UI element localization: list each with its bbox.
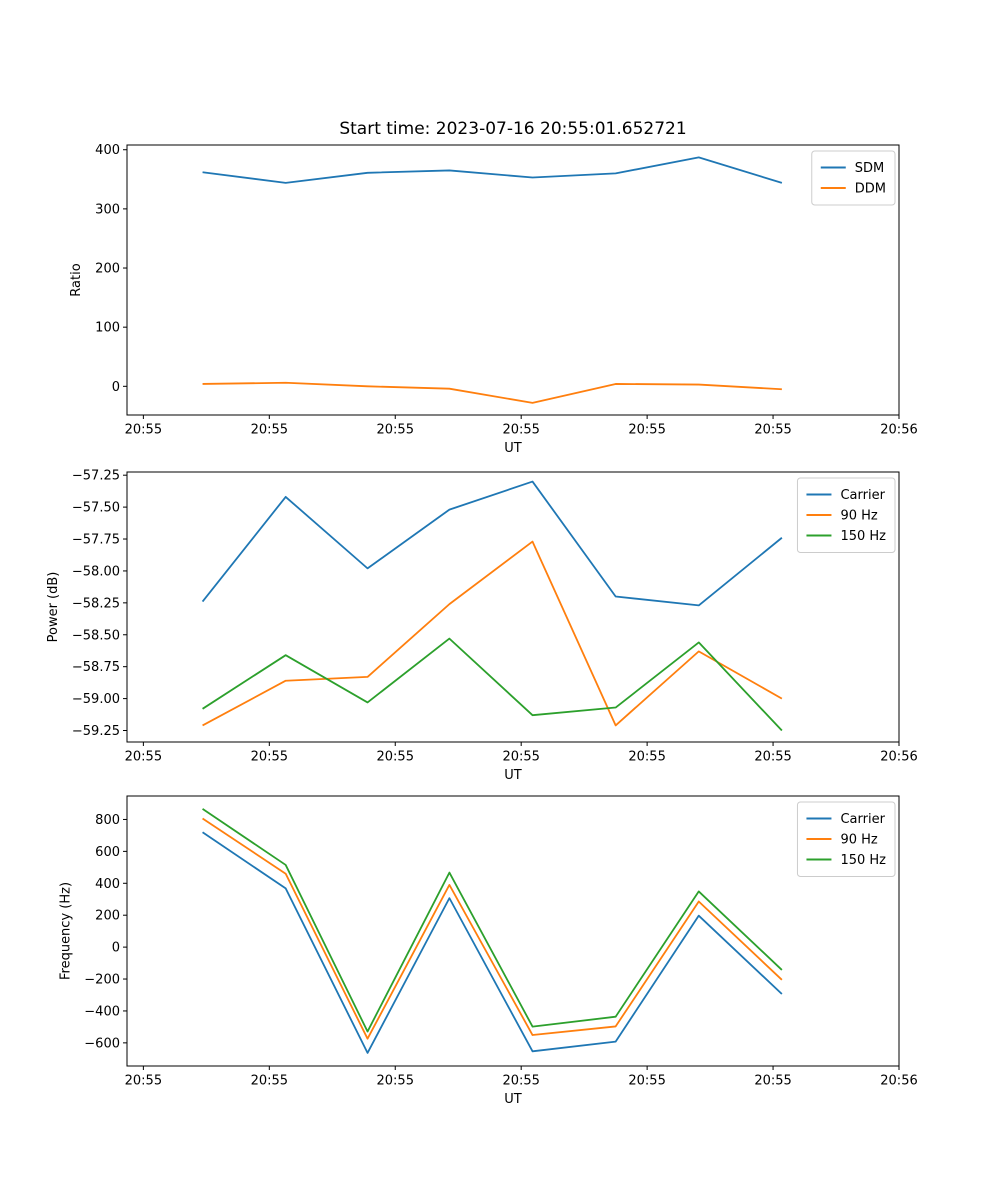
y-tick-label: −58.75 [72,660,120,675]
x-tick-label: 20:55 [125,423,162,438]
x-tick-label: 20:55 [377,423,414,438]
axes-frame [126,144,900,416]
y-tick-label: 400 [95,143,120,158]
legend-label: SDM [855,161,884,176]
chart-1: 20:55 20:55 20:55 20:55 20:55 20:55 20:56 −59.2… [46,469,918,783]
series-line-sdm [202,156,783,184]
y-tick-label: 0 [112,380,120,395]
x-axis-label: UT [504,768,522,783]
legend: Carrier 90 Hz 150 Hz [796,477,896,553]
y-axis-label: Power (dB) [46,572,61,643]
chart-2: 20:55 20:55 20:55 20:55 20:55 20:55 20:56 −600 −… [58,795,918,1107]
legend-label: Carrier [840,488,885,503]
legend-label: 150 Hz [840,853,886,868]
y-tick-label: 800 [95,813,120,828]
y-tick-label: 200 [95,262,120,277]
axes-frame [126,471,900,743]
y-tick-label: 0 [112,941,120,956]
x-tick-label: 20:55 [628,750,665,765]
x-tick-label: 20:55 [251,1074,288,1089]
legend-label: Carrier [840,812,885,827]
x-tick-label: 20:56 [880,1074,917,1089]
y-tick-label: −57.50 [72,501,120,516]
legend: SDM DDM [811,150,896,206]
y-tick-label: −59.00 [72,692,120,707]
y-tick-label: −600 [84,1036,120,1051]
legend-label: 90 Hz [840,833,877,848]
y-tick-label: −57.25 [72,469,120,484]
series-line-90-hz [202,540,783,727]
y-tick-label: 300 [95,202,120,217]
x-tick-label: 20:55 [628,423,665,438]
x-axis-label: UT [504,441,522,456]
y-tick-label: −58.50 [72,628,120,643]
legend-label: 90 Hz [840,509,877,524]
x-tick-label: 20:55 [125,1074,162,1089]
y-tick-label: 100 [95,321,120,336]
x-tick-label: 20:55 [502,423,539,438]
x-tick-label: 20:55 [754,423,791,438]
y-tick-label: 400 [95,877,120,892]
y-tick-label: −400 [84,1004,120,1019]
series-line-150-hz [202,808,783,1033]
x-tick-label: 20:56 [880,423,917,438]
y-tick-label: −58.25 [72,596,120,611]
x-tick-label: 20:55 [377,1074,414,1089]
x-tick-label: 20:55 [502,750,539,765]
legend-label: DDM [855,182,886,197]
x-tick-label: 20:55 [377,750,414,765]
legend-box [796,477,896,553]
chart-0: 20:55 20:55 20:55 20:55 20:55 20:55 20:56 0 100 2… [69,143,918,456]
x-axis-label: UT [504,1092,522,1107]
y-axis-label: Ratio [69,263,84,296]
legend-label: 150 Hz [840,529,886,544]
x-tick-label: 20:55 [754,750,791,765]
y-tick-label: −200 [84,973,120,988]
y-tick-label: −57.75 [72,533,120,548]
y-tick-label: −59.25 [72,724,120,739]
x-tick-label: 20:55 [754,1074,791,1089]
y-axis-label: Frequency (Hz) [58,882,73,980]
x-tick-label: 20:55 [125,750,162,765]
x-tick-label: 20:55 [251,750,288,765]
series-line-carrier [202,831,783,1054]
axes-frame [126,795,900,1067]
x-tick-label: 20:55 [251,423,288,438]
y-tick-label: 200 [95,909,120,924]
x-tick-label: 20:56 [880,750,917,765]
x-tick-label: 20:55 [628,1074,665,1089]
series-line-90-hz [202,817,783,1040]
series-line-carrier [201,480,783,607]
chart-title: Start time: 2023-07-16 20:55:01.652721 [339,119,687,139]
legend-box [796,801,896,877]
y-tick-label: 600 [95,845,120,860]
legend: Carrier 90 Hz 150 Hz [796,801,896,877]
series-line-ddm [202,381,782,404]
y-tick-label: −58.00 [72,564,120,579]
legend-box [811,150,896,206]
series-line-150-hz [202,637,783,732]
x-tick-label: 20:55 [502,1074,539,1089]
